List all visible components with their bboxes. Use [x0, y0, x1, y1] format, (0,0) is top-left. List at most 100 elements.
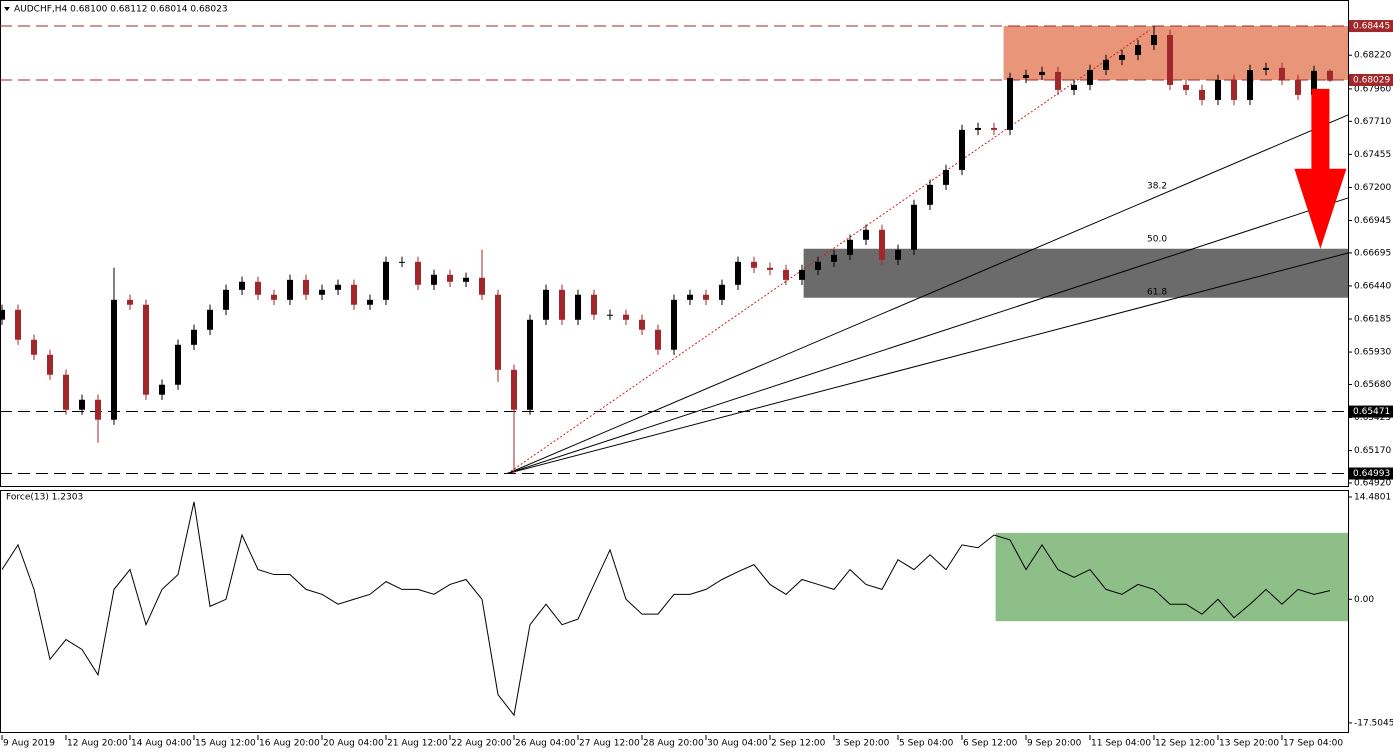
y-tick-label: 0.66440 [1354, 281, 1391, 291]
candle-body [367, 299, 373, 305]
candle-body [703, 294, 709, 300]
fan-line [507, 197, 1349, 474]
candle-body [271, 294, 277, 300]
candle-body [0, 309, 5, 320]
candle-body [911, 204, 917, 250]
x-tick-label: 6 Sep 12:00 [963, 739, 1018, 749]
candle-body [527, 319, 533, 410]
y-tick-label: 0.67455 [1354, 150, 1391, 160]
y-tick-label: 0.64920 [1354, 478, 1391, 488]
zone [803, 248, 1348, 298]
candle-body [879, 229, 885, 260]
x-tick-label: 16 Aug 20:00 [259, 739, 320, 749]
x-tick-label: 14 Aug 04:00 [131, 739, 192, 749]
candle-body [623, 314, 629, 320]
candle-body [559, 289, 565, 320]
level-label: 0.65471 [1353, 407, 1390, 417]
level-label-box [1349, 73, 1393, 86]
zone [1003, 26, 1348, 80]
y-tick-label: 0.65680 [1354, 380, 1391, 390]
y-tick-label: 0.65930 [1354, 348, 1391, 358]
candle-body [943, 169, 949, 185]
y-tick-label: 0.67710 [1354, 117, 1391, 127]
level-label: 0.68445 [1353, 22, 1390, 32]
candle-body [767, 267, 773, 270]
fan-line [507, 114, 1349, 474]
candle-body [751, 261, 757, 268]
level-label: 0.68029 [1353, 75, 1390, 85]
candle-body [143, 304, 149, 395]
fan-label: 61.8 [1147, 288, 1167, 298]
candle-body [1167, 34, 1173, 85]
candle-body [1247, 69, 1253, 100]
candle-body [783, 269, 789, 280]
y-tick-label: 0.65170 [1354, 446, 1391, 456]
candle-body [1295, 79, 1301, 95]
candle-body [447, 274, 453, 282]
candle-body [1007, 77, 1013, 130]
level-label: 0.64993 [1353, 469, 1390, 479]
level-label-box [1349, 405, 1393, 418]
candle-body [1135, 44, 1141, 55]
x-tick-label: 27 Aug 12:00 [579, 739, 640, 749]
candle-body [831, 254, 837, 262]
candle-body [31, 339, 37, 355]
candle-body [799, 269, 805, 280]
arrow [1294, 88, 1347, 249]
candle-body [463, 277, 469, 282]
candle-body [959, 129, 965, 170]
candle-body [415, 261, 421, 285]
y-tick-label: 0.67200 [1354, 183, 1391, 193]
x-tick-label: 5 Sep 04:00 [899, 739, 954, 749]
candle-body [399, 261, 405, 263]
candle-body [1039, 71, 1045, 75]
candle-body [671, 299, 677, 350]
candle-body [303, 279, 309, 295]
candle-body [1023, 74, 1029, 78]
force-line [1, 501, 1331, 717]
candle-body [1279, 67, 1285, 80]
x-tick-label: 9 Sep 20:00 [1027, 739, 1082, 749]
candle-body [511, 369, 517, 410]
level-label-box [1349, 467, 1393, 480]
candle-body [735, 261, 741, 285]
candle-body [895, 249, 901, 260]
candle-body [335, 284, 341, 290]
x-tick-label: 15 Aug 12:00 [195, 739, 256, 749]
candle-body [239, 281, 245, 290]
x-tick-label: 13 Sep 20:00 [1219, 739, 1279, 749]
candle-body [479, 277, 485, 295]
indicator-title: Force(13) 1.2303 [6, 493, 83, 503]
candle-body [1327, 70, 1333, 81]
candle-body [1087, 69, 1093, 85]
candle-body [15, 309, 21, 340]
candle-body [1183, 84, 1189, 90]
candle-body [63, 374, 69, 410]
candle-body [175, 344, 181, 385]
candle-body [1215, 79, 1221, 100]
candle-body [719, 284, 725, 300]
panel-border [0, 490, 1349, 733]
y-tick-label: 14.4801 [1354, 492, 1391, 502]
level-label-box [1349, 20, 1393, 33]
candle-body [863, 229, 869, 240]
candle-body [1055, 71, 1061, 90]
x-tick-label: 2 Sep 12:00 [771, 739, 826, 749]
candle-body [655, 329, 661, 350]
y-tick-label: 0.68220 [1354, 51, 1391, 61]
y-tick-label: 0.66185 [1354, 315, 1391, 325]
candle-body [1071, 84, 1077, 90]
x-tick-label: 26 Aug 04:00 [515, 739, 576, 749]
candle-body [223, 289, 229, 310]
candle-body [639, 319, 645, 330]
candle-body [47, 354, 53, 375]
x-tick-label: 20 Aug 04:00 [323, 739, 384, 749]
candle-body [431, 274, 437, 285]
y-tick-label: -17.5045 [1354, 718, 1393, 728]
candle-body [575, 294, 581, 320]
candle-body [287, 279, 293, 300]
candle-body [975, 127, 981, 130]
x-tick-label: 17 Sep 04:00 [1283, 739, 1343, 749]
candle-body [319, 289, 325, 295]
